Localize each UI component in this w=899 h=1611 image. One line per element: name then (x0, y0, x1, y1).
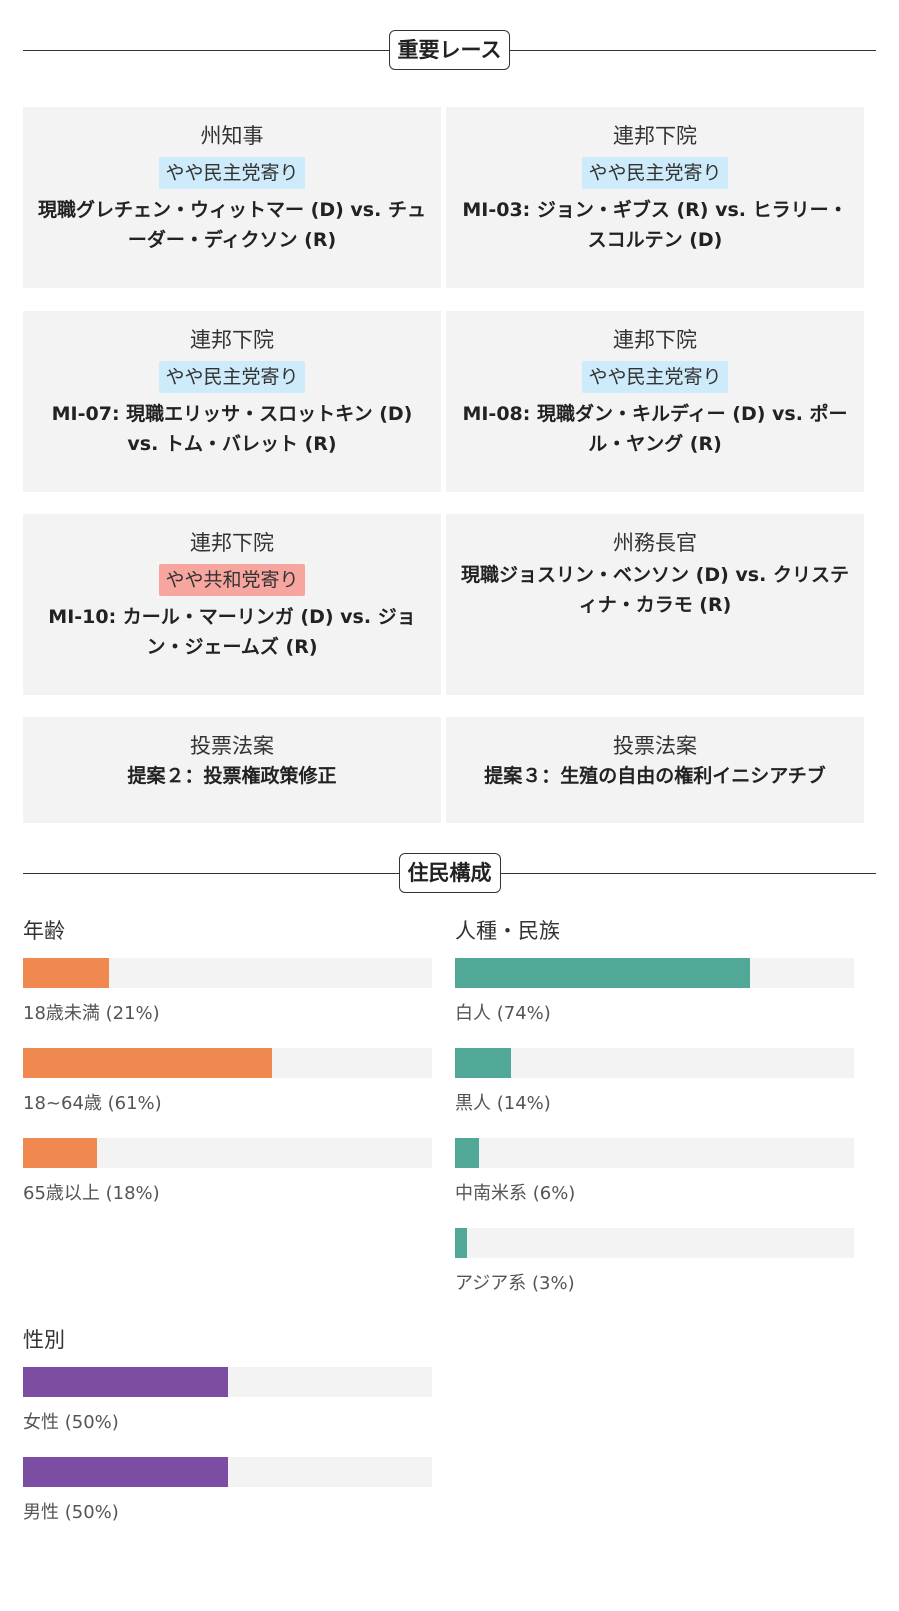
bar-item: 黒人 (14%) (455, 1048, 854, 1116)
bar-track (23, 1048, 432, 1078)
race-matchup: MI-08: 現職ダン・キルディー (D) vs. ポール・ヤング (R) (462, 403, 848, 455)
group-title: 人種・民族 (455, 919, 560, 943)
bar-label: 18歳未満 (21%) (23, 1003, 160, 1024)
bar-track (455, 1138, 854, 1168)
bar-label: 白人 (74%) (455, 1003, 551, 1024)
race-type: 連邦下院 (613, 124, 697, 148)
race-card-mi03: 連邦下院 やや民主党寄り MI-03: ジョン・ギブス (R) vs. ヒラリー… (446, 107, 864, 288)
bar-label: アジア系 (3%) (455, 1273, 575, 1294)
rating-badge: やや民主党寄り (159, 361, 305, 393)
race-type: 投票法案 (190, 734, 274, 758)
bar-fill (23, 958, 109, 988)
bar-track (23, 1367, 432, 1397)
race-matchup: 提案３：生殖の自由の権利イニシアチブ (484, 765, 826, 787)
race-matchup: MI-07: 現職エリッサ・スロットキン (D) vs. トム・バレット (R) (51, 403, 413, 455)
race-type: 連邦下院 (190, 328, 274, 352)
bar-fill (455, 1228, 467, 1258)
bar-fill (23, 1048, 273, 1078)
bar-fill (455, 1138, 479, 1168)
bar-item: 女性 (50%) (23, 1367, 432, 1435)
bar-item: 65歳以上 (18%) (23, 1138, 432, 1206)
race-type: 州務長官 (613, 531, 697, 555)
key-races-header: 重要レース (23, 30, 876, 70)
race-type: 連邦下院 (613, 328, 697, 352)
group-title: 性別 (23, 1328, 65, 1352)
bar-fill (23, 1138, 97, 1168)
bar-fill (455, 958, 751, 988)
bar-item: 18歳未満 (21%) (23, 958, 432, 1026)
bar-track (455, 1228, 854, 1258)
demographics-header: 住民構成 (23, 853, 876, 893)
group-title: 年齢 (23, 919, 65, 943)
section-title: 重要レース (388, 30, 511, 70)
bar-track (23, 1457, 432, 1487)
bar-label: 中南米系 (6%) (455, 1183, 576, 1204)
race-type: 州知事 (200, 124, 264, 148)
rating-badge: やや共和党寄り (159, 564, 305, 596)
bar-track (23, 958, 432, 988)
bar-fill (23, 1457, 228, 1487)
race-card-secretary-of-state: 州務長官 現職ジョスリン・ベンソン (D) vs. クリスティナ・カラモ (R) (446, 514, 864, 695)
race-matchup: MI-10: カール・マーリンガ (D) vs. ジョン・ジェームズ (R) (48, 606, 416, 658)
bar-label: 18~64歳 (61%) (23, 1093, 162, 1114)
bar-track (455, 1048, 854, 1078)
rating-badge: やや民主党寄り (582, 361, 728, 393)
rating-badge: やや民主党寄り (159, 157, 305, 189)
race-card-governor: 州知事 やや民主党寄り 現職グレチェン・ウィットマー (D) vs. チューダー… (23, 107, 441, 288)
bar-item: 男性 (50%) (23, 1457, 432, 1525)
race-card-proposal-3: 投票法案 提案３：生殖の自由の権利イニシアチブ (446, 717, 864, 823)
race-type: 連邦下院 (190, 531, 274, 555)
age-group: 年齢 18歳未満 (21%) 18~64歳 (61%) 65歳以上 (18%) (23, 916, 432, 1206)
bar-item: 18~64歳 (61%) (23, 1048, 432, 1116)
race-card-mi10: 連邦下院 やや共和党寄り MI-10: カール・マーリンガ (D) vs. ジョ… (23, 514, 441, 695)
race-matchup: 現職グレチェン・ウィットマー (D) vs. チューダー・ディクソン (R) (38, 199, 426, 251)
section-title: 住民構成 (398, 853, 501, 893)
bar-label: 65歳以上 (18%) (23, 1183, 160, 1204)
race-ethnicity-group: 人種・民族 白人 (74%) 黒人 (14%) 中南米系 (6%) アジア系 (… (455, 916, 854, 1296)
bar-label: 男性 (50%) (23, 1502, 119, 1523)
bar-label: 女性 (50%) (23, 1412, 119, 1433)
gender-group: 性別 女性 (50%) 男性 (50%) (23, 1325, 432, 1525)
race-type: 投票法案 (613, 734, 697, 758)
bar-label: 黒人 (14%) (455, 1093, 551, 1114)
bar-track (23, 1138, 432, 1168)
race-matchup: 現職ジョスリン・ベンソン (D) vs. クリスティナ・カラモ (R) (461, 564, 849, 616)
rating-badge: やや民主党寄り (582, 157, 728, 189)
race-matchup: 提案２：投票権政策修正 (127, 765, 337, 787)
bar-fill (23, 1367, 228, 1397)
bar-track (455, 958, 854, 988)
bar-item: 中南米系 (6%) (455, 1138, 854, 1206)
bar-fill (455, 1048, 511, 1078)
bar-item: 白人 (74%) (455, 958, 854, 1026)
race-card-proposal-2: 投票法案 提案２：投票権政策修正 (23, 717, 441, 823)
bar-item: アジア系 (3%) (455, 1228, 854, 1296)
race-card-mi07: 連邦下院 やや民主党寄り MI-07: 現職エリッサ・スロットキン (D) vs… (23, 311, 441, 492)
race-matchup: MI-03: ジョン・ギブス (R) vs. ヒラリー・スコルテン (D) (462, 199, 848, 251)
race-card-mi08: 連邦下院 やや民主党寄り MI-08: 現職ダン・キルディー (D) vs. ポ… (446, 311, 864, 492)
